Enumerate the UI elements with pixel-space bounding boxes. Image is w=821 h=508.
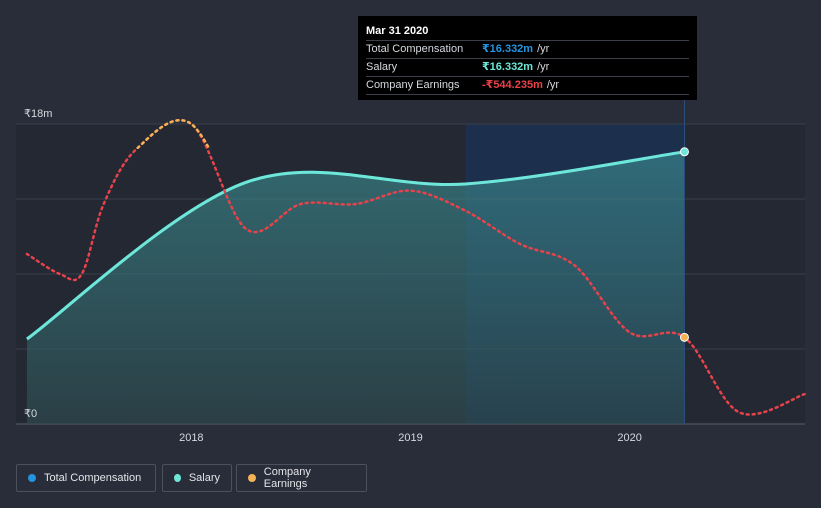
- x-tick-label: 2019: [398, 432, 422, 444]
- tooltip-value: ₹16.332m: [482, 61, 534, 73]
- tooltip-row-salary: Salary ₹16.332m /yr: [366, 59, 689, 77]
- legend-item-salary[interactable]: Salary: [162, 464, 232, 492]
- tooltip-row-company-earnings: Company Earnings -₹544.235m /yr: [366, 77, 689, 95]
- legend-dot-icon: [248, 474, 256, 482]
- x-tick-label: 2020: [617, 432, 641, 444]
- tooltip-row-total-compensation: Total Compensation ₹16.332m /yr: [366, 41, 689, 59]
- legend-label: Company Earnings: [263, 466, 311, 490]
- legend-item-total-compensation[interactable]: Total Compensation: [16, 464, 156, 492]
- salary-line: [26, 150, 685, 341]
- tooltip-unit: /yr: [537, 61, 550, 73]
- salary-area: [26, 151, 685, 425]
- earnings-point: [679, 332, 689, 342]
- salary-point: [679, 147, 689, 157]
- tooltip-value: -₹544.235m: [482, 79, 543, 91]
- tooltip-unit: /yr: [546, 79, 560, 91]
- legend-item-company-earnings[interactable]: Company Earnings: [236, 464, 367, 492]
- company-earnings-line: [25, 118, 807, 416]
- legend-label: Total Compensation: [44, 472, 142, 484]
- tooltip-value: ₹16.332m: [482, 43, 534, 55]
- y-tick-label: ₹18m: [24, 108, 52, 120]
- y-tick-label: ₹0: [24, 408, 37, 420]
- x-tick-label: 2018: [179, 432, 203, 444]
- legend-dot-icon: [174, 474, 181, 482]
- tooltip-date: Mar 31 2020: [366, 23, 689, 41]
- tooltip-unit: /yr: [537, 43, 550, 55]
- tooltip-label: Salary: [366, 61, 398, 73]
- company-earnings-peak: [134, 118, 211, 149]
- tooltip-label: Total Compensation: [366, 43, 464, 55]
- legend-label: Salary: [188, 472, 220, 484]
- tooltip-label: Company Earnings: [366, 79, 460, 91]
- legend-dot-icon: [28, 474, 36, 482]
- tooltip: Mar 31 2020 Total Compensation ₹16.332m …: [358, 16, 697, 100]
